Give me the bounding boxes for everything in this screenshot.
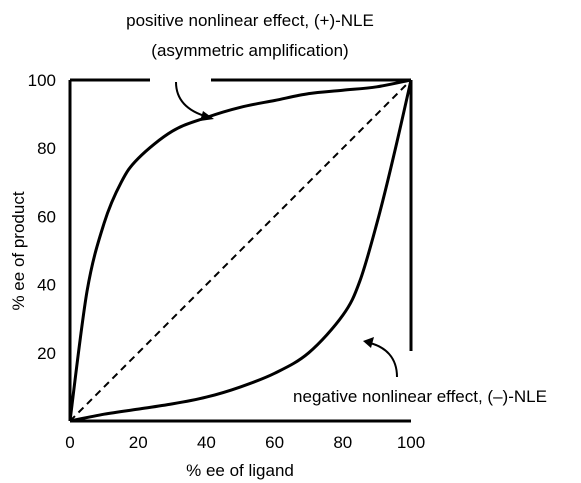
x-tick-label: 20	[129, 433, 148, 452]
series-layer	[70, 80, 411, 421]
x-tick-labels: 0 20 40 60 80 100	[65, 433, 425, 452]
y-tick-labels: 20 40 60 80 100	[28, 71, 56, 363]
annotation-negative-arrow	[363, 337, 397, 377]
annotation-positive-line-1: positive nonlinear effect, (+)-NLE	[126, 11, 374, 30]
arrow-head-negative	[363, 337, 374, 348]
x-tick-label: 60	[265, 433, 284, 452]
y-tick-label: 100	[28, 71, 56, 90]
y-tick-label: 60	[37, 207, 56, 226]
arrow-shaft-negative	[370, 343, 397, 377]
annotation-positive-arrow	[176, 82, 214, 121]
x-tick-label: 100	[397, 433, 425, 452]
x-tick-label: 0	[65, 433, 74, 452]
annotation-negative-line-1: negative nonlinear effect, (–)-NLE	[293, 387, 547, 406]
x-tick-label: 80	[333, 433, 352, 452]
y-axis-label: % ee of product	[9, 191, 28, 310]
y-tick-label: 80	[37, 139, 56, 158]
series-linear-diagonal	[70, 80, 411, 421]
y-tick-label: 40	[37, 276, 56, 295]
x-axis-label: % ee of ligand	[186, 461, 294, 480]
x-tick-label: 40	[197, 433, 216, 452]
annotation-positive-line-2: (asymmetric amplification)	[151, 41, 348, 60]
y-tick-label: 20	[37, 344, 56, 363]
